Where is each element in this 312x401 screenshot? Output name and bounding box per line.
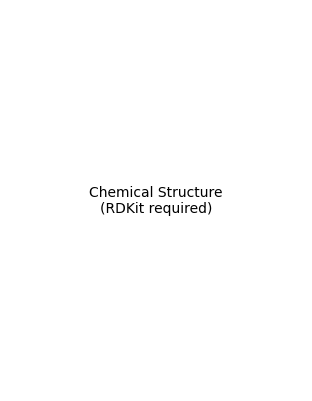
Text: Chemical Structure
(RDKit required): Chemical Structure (RDKit required) [89,185,223,216]
